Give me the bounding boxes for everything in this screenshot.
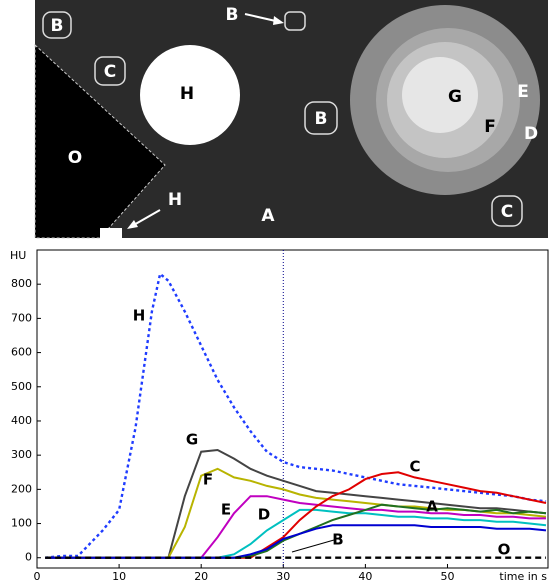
y-tick-label: 500: [11, 380, 32, 393]
y-tick-label: 800: [11, 277, 32, 290]
image-label: F: [484, 117, 496, 137]
image-label: B: [51, 16, 64, 36]
series-label: F: [203, 471, 213, 489]
figure: B B C H B G E F D O H A C 01002003004005…: [0, 0, 553, 584]
y-tick-label: 600: [11, 346, 32, 359]
y-tick-label: 700: [11, 311, 32, 324]
x-axis-label: time in s: [499, 570, 547, 583]
image-label: E: [517, 82, 529, 102]
image-label: H: [180, 84, 194, 104]
y-tick-label: 300: [11, 448, 32, 461]
series-label: G: [186, 431, 198, 449]
image-label: H: [168, 190, 182, 210]
region-g: [402, 57, 478, 133]
y-tick-label: 100: [11, 517, 32, 530]
image-label: B: [226, 5, 239, 25]
image-label: A: [261, 206, 275, 226]
series-label: H: [133, 307, 146, 325]
series-label: C: [409, 458, 420, 476]
series-label: B: [332, 531, 343, 549]
y-tick-label: 400: [11, 414, 32, 427]
image-label: B: [315, 109, 328, 129]
x-tick-label: 40: [358, 570, 372, 583]
image-label: O: [68, 148, 82, 168]
series-label: A: [426, 498, 438, 516]
image-label: G: [448, 87, 462, 107]
series-label: D: [258, 506, 270, 524]
x-tick-label: 10: [112, 570, 126, 583]
region-h-small: [100, 228, 122, 238]
image-label: C: [104, 62, 116, 82]
y-axis-label: HU: [10, 249, 26, 262]
y-tick-label: 200: [11, 482, 32, 495]
series-label: O: [498, 541, 511, 559]
x-tick-label: 30: [276, 570, 290, 583]
image-label: D: [524, 124, 538, 144]
series-label: E: [221, 501, 231, 519]
x-tick-label: 0: [34, 570, 41, 583]
x-tick-label: 20: [194, 570, 208, 583]
y-tick-label: 0: [25, 551, 32, 564]
x-tick-label: 50: [440, 570, 454, 583]
image-label: C: [501, 202, 513, 222]
